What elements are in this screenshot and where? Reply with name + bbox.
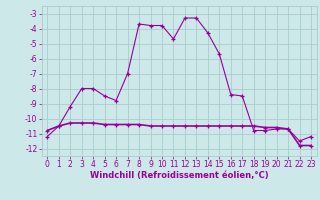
X-axis label: Windchill (Refroidissement éolien,°C): Windchill (Refroidissement éolien,°C) xyxy=(90,171,268,180)
